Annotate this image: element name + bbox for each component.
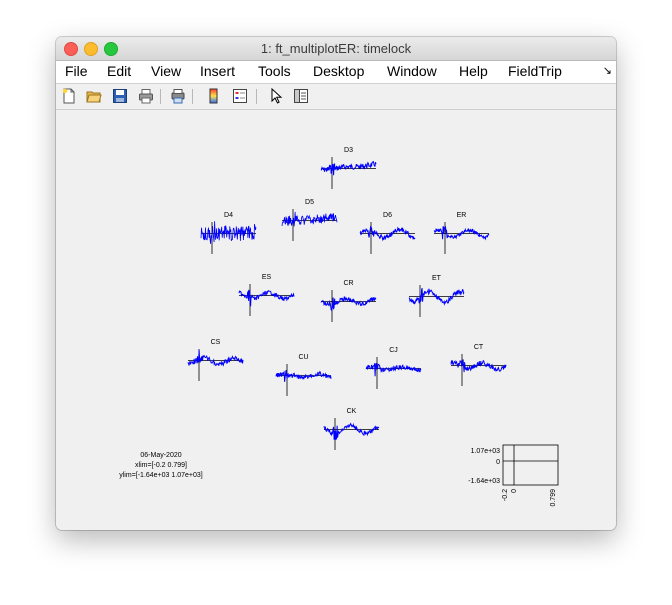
channel-trace bbox=[281, 211, 338, 227]
channel-cj[interactable]: CJ bbox=[365, 347, 422, 389]
channel-trace bbox=[320, 160, 377, 176]
channel-es[interactable]: ES bbox=[238, 274, 295, 316]
minimize-window-button[interactable] bbox=[84, 42, 98, 56]
menu-file[interactable]: File bbox=[65, 63, 88, 79]
channel-trace bbox=[408, 287, 465, 306]
print-icon[interactable] bbox=[138, 88, 154, 104]
property-editor-icon[interactable] bbox=[293, 88, 309, 104]
info-ylim: ylim=[-1.64e+03 1.07e+03] bbox=[119, 472, 203, 479]
menu-desktop[interactable]: Desktop bbox=[313, 63, 365, 79]
channel-d3[interactable]: D3 bbox=[320, 147, 377, 189]
channel-label: CJ bbox=[389, 347, 398, 354]
scale-ymin-label: -1.64e+03 bbox=[468, 478, 500, 485]
multiplot-canvas: D3 D4 D5 D6 ER ES CR ET CS CU CJ CT CK 06-May-2020 x… bbox=[119, 147, 559, 507]
legend-icon[interactable] bbox=[232, 88, 248, 104]
info-text: 06-May-2020 xlim=[-0.2 0.799] ylim=[-1.6… bbox=[119, 452, 203, 479]
print-preview-icon[interactable] bbox=[170, 88, 186, 104]
figure-window: 1: ft_multiplotER: timelock File Edit Vi… bbox=[56, 37, 616, 530]
scale-axes: 1.07e+03 0 -1.64e+03 -0.2 0 0.799 bbox=[468, 444, 559, 507]
menu-help[interactable]: Help bbox=[459, 63, 488, 79]
toolbar-separator bbox=[160, 89, 161, 104]
menu-view[interactable]: View bbox=[151, 63, 182, 79]
menu-fieldtrip[interactable]: FieldTrip bbox=[508, 63, 562, 79]
channel-label: ET bbox=[432, 275, 442, 282]
channel-cs[interactable]: CS bbox=[187, 339, 244, 381]
channel-label: D6 bbox=[383, 212, 392, 219]
channel-ck[interactable]: CK bbox=[323, 408, 380, 450]
channel-trace bbox=[359, 225, 416, 242]
channel-trace bbox=[200, 221, 257, 244]
menu-edit[interactable]: Edit bbox=[107, 63, 132, 79]
channel-label: D3 bbox=[344, 147, 353, 154]
menu-bar: File Edit View Insert Tools Desktop Wind… bbox=[56, 61, 616, 84]
scale-xmin-label: -0.2 bbox=[502, 489, 509, 501]
channel-label: CK bbox=[347, 408, 357, 415]
channel-trace bbox=[323, 422, 380, 441]
pointer-icon[interactable] bbox=[268, 88, 284, 104]
channel-d4[interactable]: D4 bbox=[200, 212, 257, 254]
info-date: 06-May-2020 bbox=[140, 452, 181, 459]
channel-trace bbox=[275, 370, 332, 382]
menu-overflow-arrow-icon[interactable]: ↘ bbox=[602, 65, 612, 77]
channel-trace bbox=[365, 362, 422, 377]
scale-xzero-label: 0 bbox=[511, 489, 518, 493]
channel-label: CU bbox=[298, 354, 308, 361]
colorbar-icon[interactable] bbox=[206, 88, 222, 104]
figure-toolbar bbox=[56, 84, 616, 110]
toolbar-separator bbox=[192, 89, 193, 104]
save-icon[interactable] bbox=[112, 88, 128, 104]
channel-label: D5 bbox=[305, 199, 314, 206]
channel-label: CT bbox=[474, 344, 484, 351]
menu-insert[interactable]: Insert bbox=[200, 63, 236, 79]
open-folder-icon[interactable] bbox=[86, 88, 102, 104]
info-xlim: xlim=[-0.2 0.799] bbox=[135, 462, 187, 469]
scale-yzero-label: 0 bbox=[496, 459, 500, 466]
scale-xmax-label: 0.799 bbox=[550, 489, 557, 507]
window-title: 1: ft_multiplotER: timelock bbox=[260, 41, 412, 56]
channel-trace bbox=[320, 296, 377, 312]
channel-label: CS bbox=[211, 339, 221, 346]
channel-label: ER bbox=[457, 212, 467, 219]
channel-d5[interactable]: D5 bbox=[281, 199, 338, 241]
scale-ymax-label: 1.07e+03 bbox=[471, 448, 500, 455]
scale-box bbox=[502, 444, 559, 486]
channel-cr[interactable]: CR bbox=[320, 280, 377, 322]
channel-trace bbox=[187, 350, 244, 367]
channel-label: ES bbox=[262, 274, 272, 281]
maximize-window-button[interactable] bbox=[104, 42, 118, 56]
channel-ct[interactable]: CT bbox=[450, 344, 507, 386]
channel-label: D4 bbox=[224, 212, 233, 219]
close-window-button[interactable] bbox=[64, 42, 78, 56]
channel-trace bbox=[450, 359, 507, 373]
channel-et[interactable]: ET bbox=[408, 275, 465, 317]
channel-d6[interactable]: D6 bbox=[359, 212, 416, 254]
channel-trace bbox=[238, 289, 295, 307]
toolbar-separator bbox=[256, 89, 257, 104]
menu-tools[interactable]: Tools bbox=[258, 63, 291, 79]
channel-label: CR bbox=[343, 280, 353, 287]
title-bar[interactable]: 1: ft_multiplotER: timelock bbox=[56, 37, 616, 61]
menu-window[interactable]: Window bbox=[387, 63, 437, 79]
channel-trace bbox=[433, 225, 490, 241]
new-file-icon[interactable] bbox=[61, 88, 77, 104]
channel-er[interactable]: ER bbox=[433, 212, 490, 254]
channel-cu[interactable]: CU bbox=[275, 354, 332, 396]
